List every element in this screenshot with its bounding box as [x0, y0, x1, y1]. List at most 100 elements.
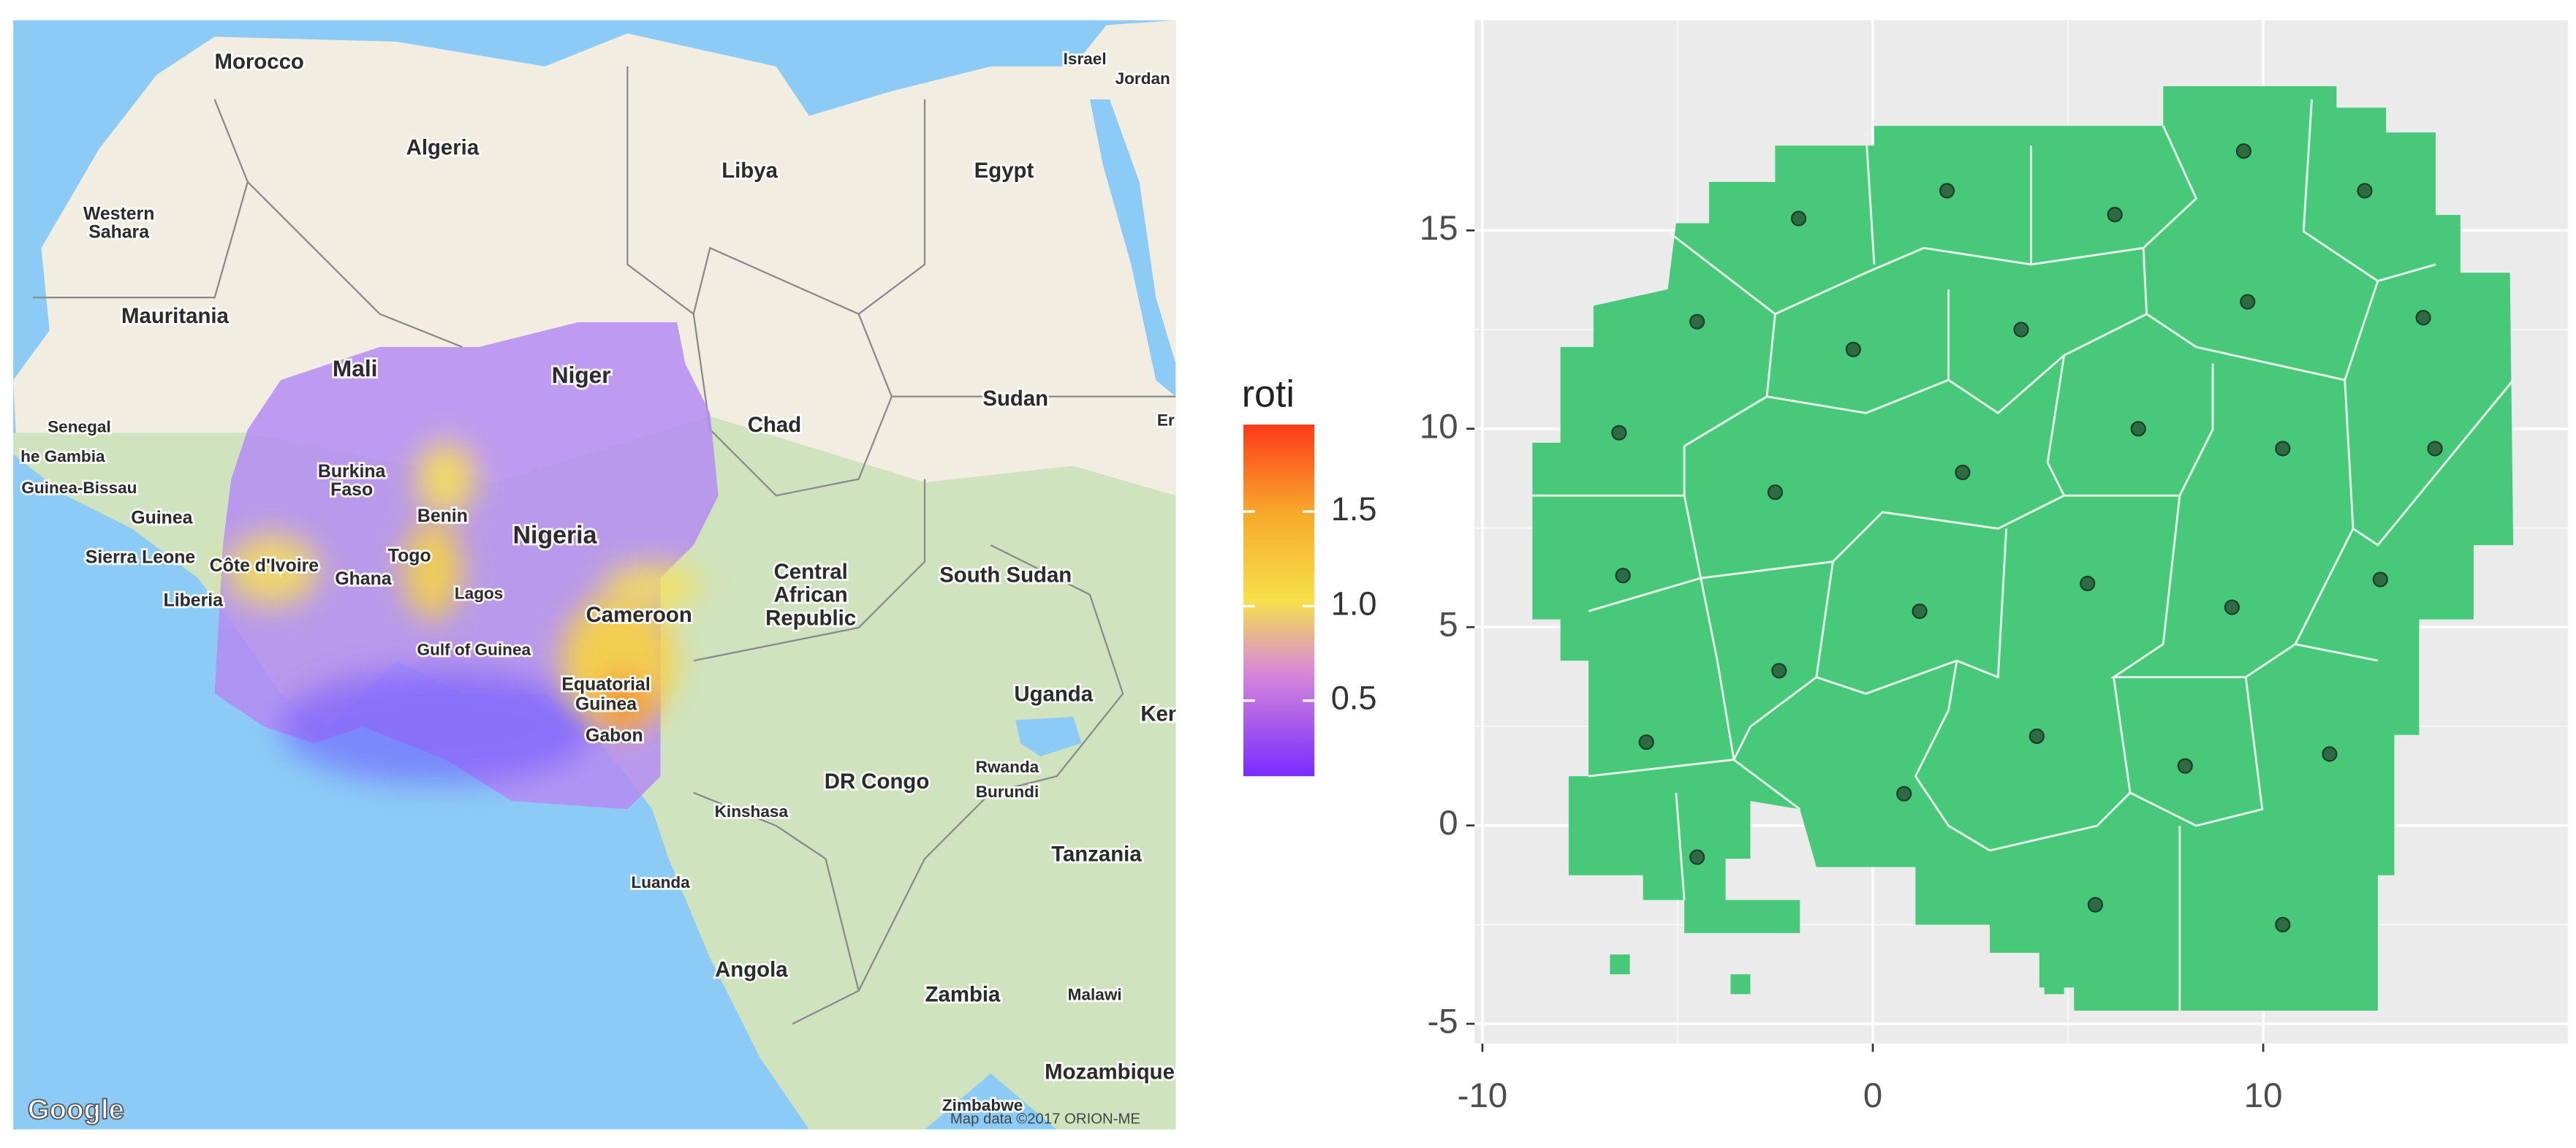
google-logo: Google — [28, 1094, 124, 1125]
region-borders — [1532, 99, 2515, 1011]
map-label: South Sudan — [939, 563, 1072, 588]
point — [2107, 206, 2123, 223]
legend-tick-label: 0.5 — [1331, 680, 1377, 717]
region-area — [1730, 974, 1751, 995]
y-tick-label: 10 — [1420, 407, 1458, 446]
heat-high — [226, 533, 319, 607]
legend: roti 0.5 1.0 1.5 — [1242, 373, 1377, 777]
map-label: Gabon — [586, 726, 643, 746]
map-label: Liberia — [164, 590, 224, 610]
point — [2177, 758, 2193, 774]
point — [2357, 183, 2373, 199]
point — [1615, 567, 1631, 584]
point — [2013, 322, 2029, 338]
map-label: Egypt — [974, 159, 1034, 183]
point — [2322, 746, 2338, 762]
map-label: Morocco — [214, 50, 303, 74]
point — [1939, 183, 1955, 199]
borders — [33, 66, 1176, 1025]
points — [1611, 143, 2443, 932]
point — [1611, 425, 1627, 441]
map-label: Burundi — [976, 783, 1039, 801]
point — [2130, 421, 2146, 437]
y-tick-label: 15 — [1420, 209, 1458, 248]
chart: -10 0 10 -5 0 5 10 15 — [1420, 20, 2568, 1115]
region-area — [2044, 974, 2064, 995]
point — [2240, 294, 2256, 310]
y-tick-label: 5 — [1439, 606, 1458, 645]
region-area — [1610, 954, 1630, 975]
map-label: Senegal — [48, 418, 111, 436]
axes: -10 0 10 -5 0 5 10 15 — [1420, 209, 2283, 1115]
map-label: Libya — [721, 159, 778, 183]
heat-high — [416, 442, 476, 516]
point — [2372, 571, 2388, 588]
point — [2415, 310, 2431, 326]
map-label: Lagos — [455, 585, 504, 603]
map-label: Zimbabwe — [942, 1096, 1023, 1114]
point — [1955, 464, 1971, 481]
map-label: Sierra Leone — [86, 548, 195, 568]
legend-title: roti — [1242, 373, 1295, 415]
map-label: Ghana — [335, 569, 391, 589]
point — [1896, 786, 1912, 802]
point — [2275, 916, 2291, 932]
point — [2427, 441, 2443, 457]
map-label: Guinea — [575, 695, 637, 715]
map-label: Sahara — [88, 223, 149, 243]
point — [1767, 484, 1784, 501]
point — [2080, 575, 2096, 592]
map-label: Togo — [388, 546, 431, 566]
map-label: Faso — [330, 480, 373, 500]
point — [1790, 210, 1807, 227]
y-tick-label: -5 — [1428, 1003, 1458, 1041]
point — [1845, 341, 1861, 357]
point — [2028, 728, 2045, 745]
map-label: Western — [83, 205, 155, 224]
map-label: Mali — [333, 355, 377, 381]
map-labels: Morocco Algeria Libya Egypt Israel Jordan West… — [18, 47, 1181, 1117]
map-label: Republic — [765, 606, 856, 630]
map-label: Kinshasa — [715, 802, 789, 821]
map-label: Gulf of Guinea — [417, 641, 531, 659]
map-label: Nigeria — [513, 522, 598, 550]
map-label: Israel — [1064, 50, 1107, 68]
y-tick-label: 0 — [1439, 804, 1458, 843]
point — [1689, 313, 1705, 330]
heat-high — [403, 520, 463, 620]
map-label: Burkina — [318, 462, 386, 482]
point — [1912, 603, 1928, 620]
region-area — [1532, 85, 2514, 1011]
heat-overlay — [214, 322, 719, 810]
map-label: Ken — [1140, 702, 1181, 726]
map-label: Tanzania — [1051, 842, 1142, 866]
map-label: Cameroon — [586, 603, 692, 627]
map-label: Zambia — [925, 982, 1001, 1006]
heat-peak — [601, 675, 648, 729]
legend-colorbar — [1243, 425, 1315, 777]
red-sea — [1089, 99, 1176, 397]
map-label: DR Congo — [825, 769, 930, 794]
map-label: Chad — [748, 413, 801, 437]
map-label: Uganda — [1014, 682, 1093, 706]
map-label: African — [774, 583, 848, 607]
map-label: Guinea-Bissau — [21, 479, 137, 497]
map-label: Algeria — [406, 136, 480, 160]
x-tick-label: 10 — [2244, 1076, 2283, 1115]
map-label: Benin — [417, 506, 468, 526]
map-label: Niger — [552, 362, 611, 388]
regions — [1532, 85, 2515, 1011]
map-label: Equatorial — [561, 675, 650, 695]
point — [2275, 441, 2291, 457]
heat-low — [281, 669, 595, 785]
map-label: Guinea — [131, 508, 192, 528]
map-label: Malawi — [1068, 986, 1122, 1004]
x-tick-label: -10 — [1458, 1076, 1508, 1115]
point — [1689, 849, 1705, 865]
map-label: Jordan — [1115, 69, 1170, 88]
legend-tick-label: 1.0 — [1331, 585, 1377, 622]
point — [2235, 143, 2252, 159]
point — [1638, 734, 1654, 750]
